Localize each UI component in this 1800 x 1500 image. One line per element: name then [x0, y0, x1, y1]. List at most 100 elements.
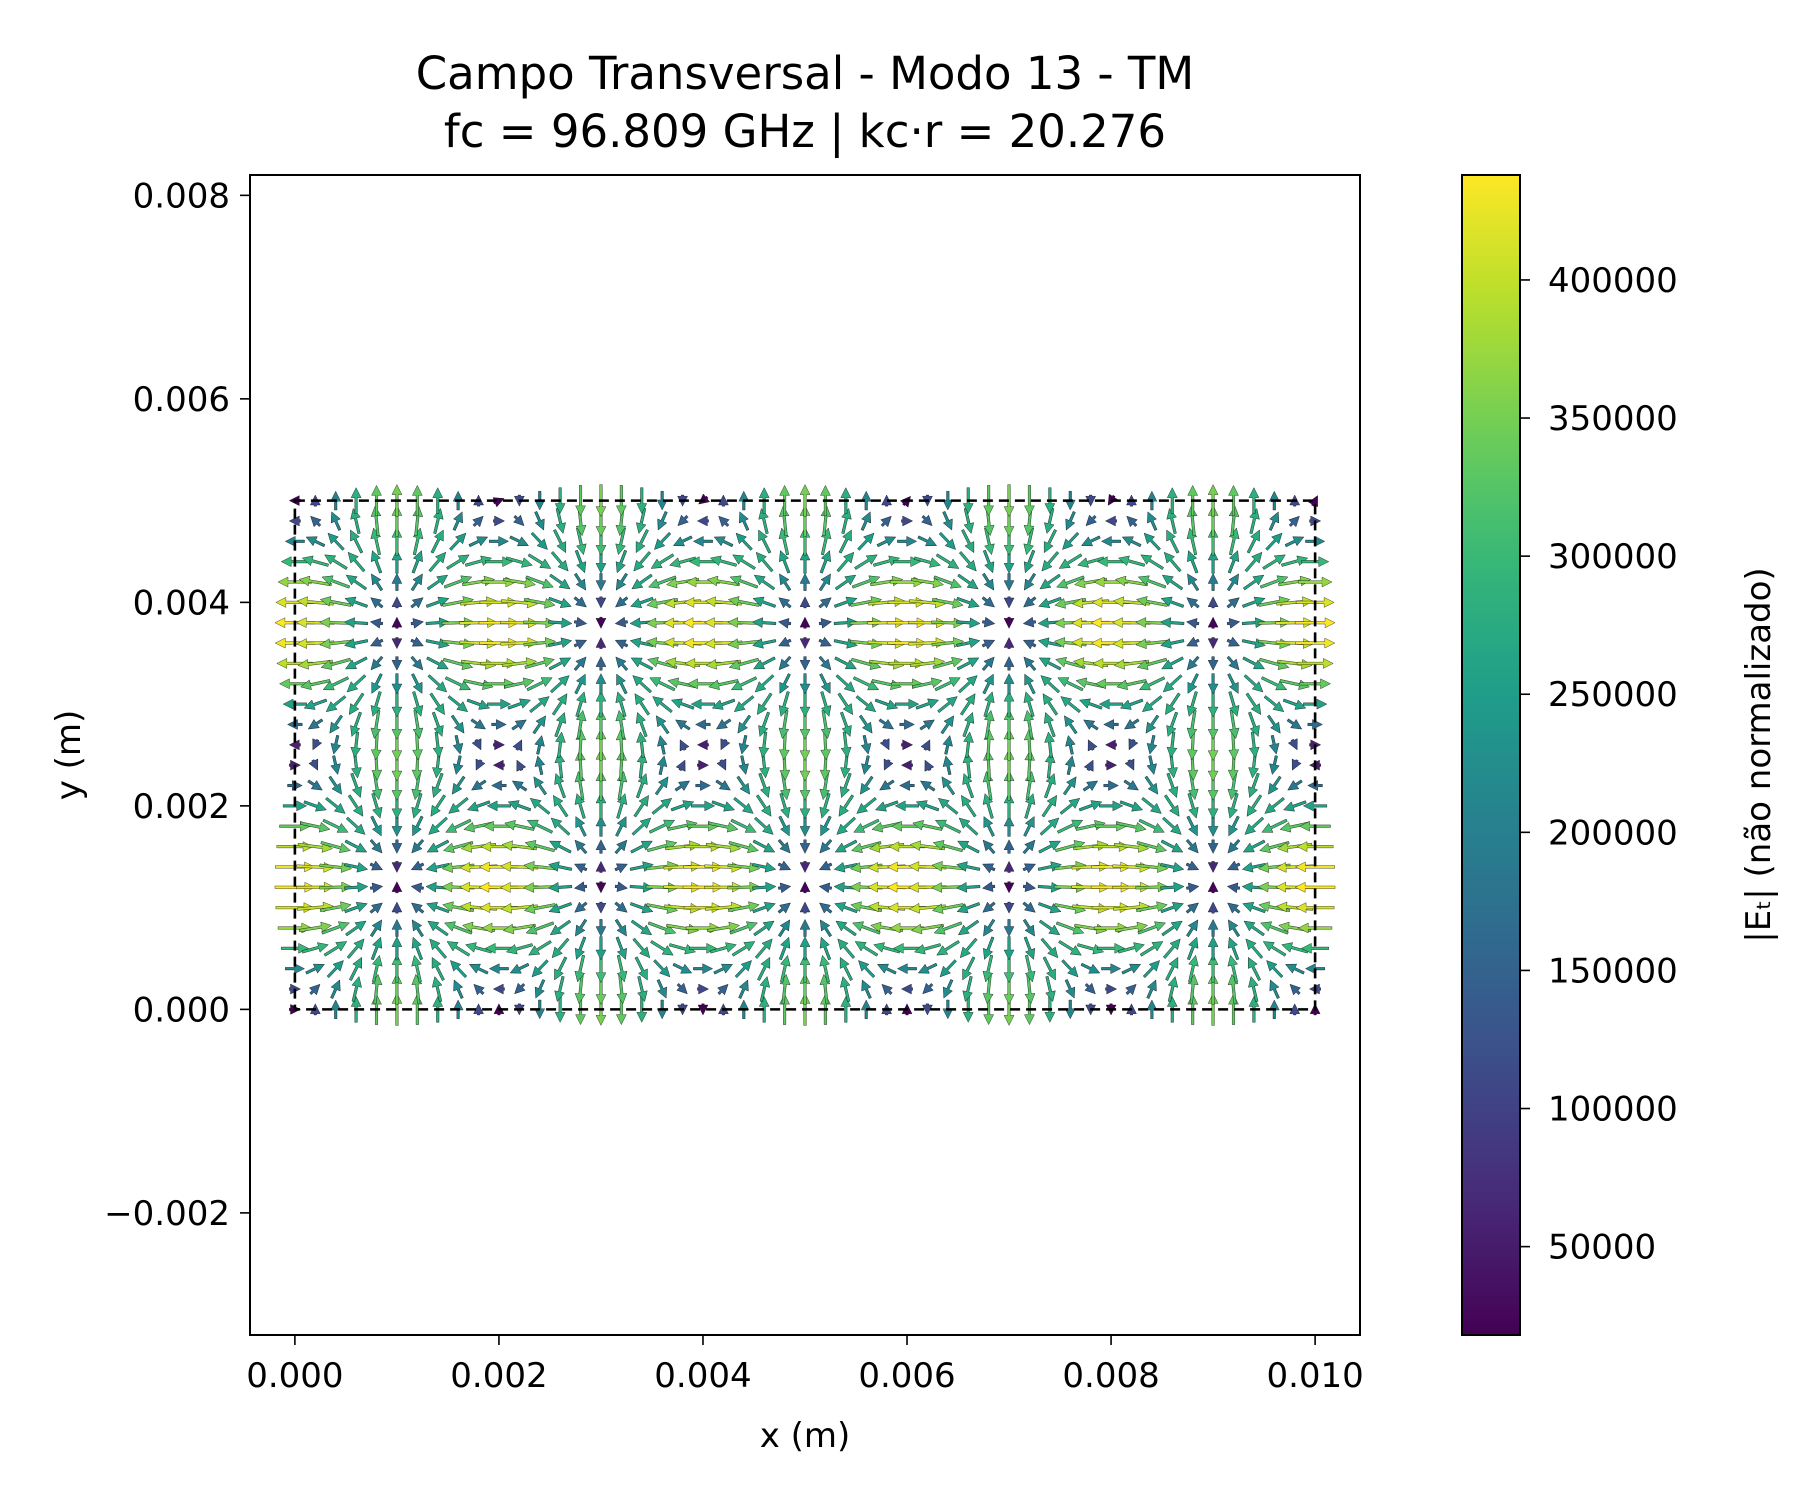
field-arrow-shape — [350, 711, 362, 737]
field-arrow-shape — [733, 797, 754, 814]
field-arrow — [636, 487, 648, 514]
field-arrow-shape — [780, 770, 791, 801]
field-arrow — [778, 815, 790, 837]
field-arrow — [322, 676, 349, 691]
field-arrow-shape — [920, 739, 931, 752]
field-arrow-shape — [534, 511, 545, 531]
field-arrow-shape — [799, 673, 811, 695]
field-arrow — [553, 795, 569, 818]
field-arrow-shape — [512, 739, 523, 752]
field-arrow — [1003, 748, 1015, 782]
field-arrow — [432, 487, 444, 514]
field-arrow — [1296, 658, 1334, 669]
field-arrow — [1161, 920, 1183, 937]
field-arrow — [1227, 839, 1241, 854]
field-arrow-shape — [938, 798, 959, 815]
field-arrow — [575, 816, 587, 837]
field-arrow-shape — [504, 677, 535, 689]
field-arrow — [576, 527, 587, 556]
field-arrow-shape — [459, 638, 498, 649]
field-arrow — [1186, 597, 1200, 609]
field-arrow — [875, 800, 899, 812]
field-arrow — [391, 656, 403, 671]
field-arrow-shape — [799, 526, 811, 556]
field-arrow-shape — [901, 515, 914, 527]
field-arrow — [799, 691, 811, 718]
field-arrow-shape — [412, 815, 424, 837]
field-arrow — [1003, 637, 1015, 649]
field-arrow — [705, 659, 741, 670]
field-arrow-shape — [1207, 861, 1219, 873]
field-arrow-shape — [595, 860, 607, 873]
field-arrow-shape — [757, 956, 771, 981]
field-arrow-shape — [754, 938, 773, 959]
field-arrow — [933, 575, 962, 589]
field-arrow-shape — [448, 797, 469, 814]
field-arrow-shape — [956, 861, 981, 872]
field-arrow — [739, 511, 750, 531]
field-arrow — [1207, 839, 1219, 854]
field-arrow — [630, 657, 654, 671]
field-arrow-shape — [1207, 973, 1219, 1005]
field-arrow — [709, 555, 737, 567]
field-arrow — [956, 902, 981, 914]
field-arrow — [983, 691, 995, 718]
field-arrow — [1101, 536, 1121, 547]
field-arrow-shape — [1242, 902, 1266, 914]
field-arrow-shape — [671, 698, 695, 710]
field-arrow-shape — [838, 794, 855, 817]
field-arrow — [512, 739, 523, 752]
field-arrow-shape — [322, 676, 349, 691]
field-arrow — [820, 709, 832, 740]
field-arrow — [1245, 938, 1264, 959]
field-arrow — [852, 676, 880, 691]
field-arrow-shape — [1245, 938, 1264, 959]
field-arrow — [867, 617, 906, 628]
field-arrow-shape — [1188, 770, 1199, 801]
field-arrow-shape — [682, 637, 723, 649]
field-arrow-shape — [1227, 860, 1241, 871]
field-arrow — [369, 860, 383, 871]
field-arrow — [1262, 941, 1287, 957]
field-arrow-shape — [708, 821, 739, 833]
field-arrow-shape — [679, 739, 690, 752]
field-arrow — [1114, 921, 1148, 933]
field-arrow-shape — [348, 692, 365, 715]
field-arrow-shape — [351, 976, 362, 1003]
field-arrow — [574, 549, 587, 574]
field-arrow — [516, 759, 527, 772]
field-arrow — [431, 956, 445, 981]
field-arrow-shape — [391, 691, 403, 718]
field-arrow-shape — [595, 616, 607, 629]
field-arrow — [1207, 596, 1219, 609]
field-arrow-shape — [982, 839, 996, 855]
field-arrow — [1105, 515, 1117, 527]
y-tick-label: 0.008 — [133, 176, 230, 216]
field-arrow-shape — [1078, 800, 1103, 812]
field-arrow — [1207, 691, 1219, 718]
field-arrow-shape — [983, 816, 995, 837]
field-arrow-shape — [369, 902, 383, 914]
field-arrow-shape — [933, 921, 963, 935]
field-arrow — [857, 532, 875, 551]
field-arrow-shape — [663, 617, 702, 629]
field-arrow — [391, 815, 403, 837]
field-arrow-shape — [550, 817, 571, 836]
field-arrow-shape — [758, 772, 771, 798]
field-arrow-shape — [391, 919, 403, 937]
field-arrow — [931, 882, 965, 893]
field-arrow — [1022, 918, 1035, 937]
field-arrow-shape — [298, 921, 332, 933]
field-arrow — [956, 637, 981, 648]
field-arrow — [1071, 882, 1111, 893]
field-arrow-shape — [920, 780, 936, 792]
field-arrow-shape — [573, 596, 587, 608]
field-arrow — [1160, 638, 1185, 649]
field-arrow-shape — [1301, 943, 1329, 954]
field-arrow-shape — [322, 818, 349, 833]
field-arrow — [1207, 901, 1219, 914]
field-arrow — [1166, 487, 1178, 514]
field-arrow-shape — [1024, 793, 1036, 819]
field-arrow — [350, 711, 362, 737]
field-arrow — [1166, 529, 1180, 554]
